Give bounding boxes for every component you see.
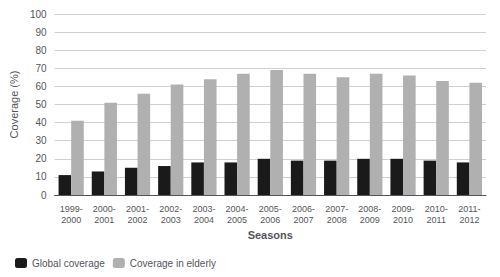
svg-text:2012: 2012	[459, 215, 479, 225]
svg-text:2002: 2002	[128, 215, 148, 225]
svg-text:2009-: 2009-	[392, 204, 415, 214]
svg-text:2006: 2006	[260, 215, 280, 225]
svg-text:40: 40	[35, 117, 47, 128]
svg-text:10: 10	[35, 171, 47, 182]
svg-text:2003: 2003	[161, 215, 181, 225]
svg-text:90: 90	[35, 27, 47, 38]
svg-text:2010: 2010	[393, 215, 413, 225]
svg-text:2004: 2004	[194, 215, 214, 225]
svg-text:2005: 2005	[227, 215, 247, 225]
svg-text:2008: 2008	[327, 215, 347, 225]
svg-text:60: 60	[35, 81, 47, 92]
svg-text:2011: 2011	[427, 215, 446, 225]
svg-text:70: 70	[35, 63, 47, 74]
svg-text:Coverage (%): Coverage (%)	[8, 71, 20, 139]
svg-text:2011-: 2011-	[458, 204, 480, 214]
svg-text:2000-: 2000-	[93, 204, 116, 214]
svg-text:2005-: 2005-	[259, 204, 282, 214]
svg-text:2010-: 2010-	[425, 204, 448, 214]
svg-text:2007-: 2007-	[325, 204, 348, 214]
svg-text:80: 80	[35, 45, 47, 56]
svg-text:20: 20	[35, 153, 47, 164]
svg-text:Seasons: Seasons	[248, 229, 293, 241]
svg-text:Coverage in elderly: Coverage in elderly	[130, 258, 216, 269]
svg-text:2002-: 2002-	[159, 204, 182, 214]
svg-text:Global coverage: Global coverage	[32, 258, 105, 269]
svg-text:50: 50	[35, 99, 47, 110]
svg-text:1999-: 1999-	[60, 204, 83, 214]
svg-text:2009: 2009	[360, 215, 380, 225]
svg-text:2001-: 2001-	[126, 204, 149, 214]
svg-text:2001: 2001	[94, 215, 114, 225]
svg-text:2000: 2000	[61, 215, 81, 225]
svg-text:30: 30	[35, 135, 47, 146]
svg-text:2008-: 2008-	[358, 204, 381, 214]
svg-text:2004-: 2004-	[226, 204, 249, 214]
svg-text:2003-: 2003-	[192, 204, 215, 214]
svg-text:2006-: 2006-	[292, 204, 315, 214]
svg-text:0: 0	[41, 190, 47, 201]
svg-text:100: 100	[30, 9, 47, 20]
svg-text:2007: 2007	[293, 215, 313, 225]
